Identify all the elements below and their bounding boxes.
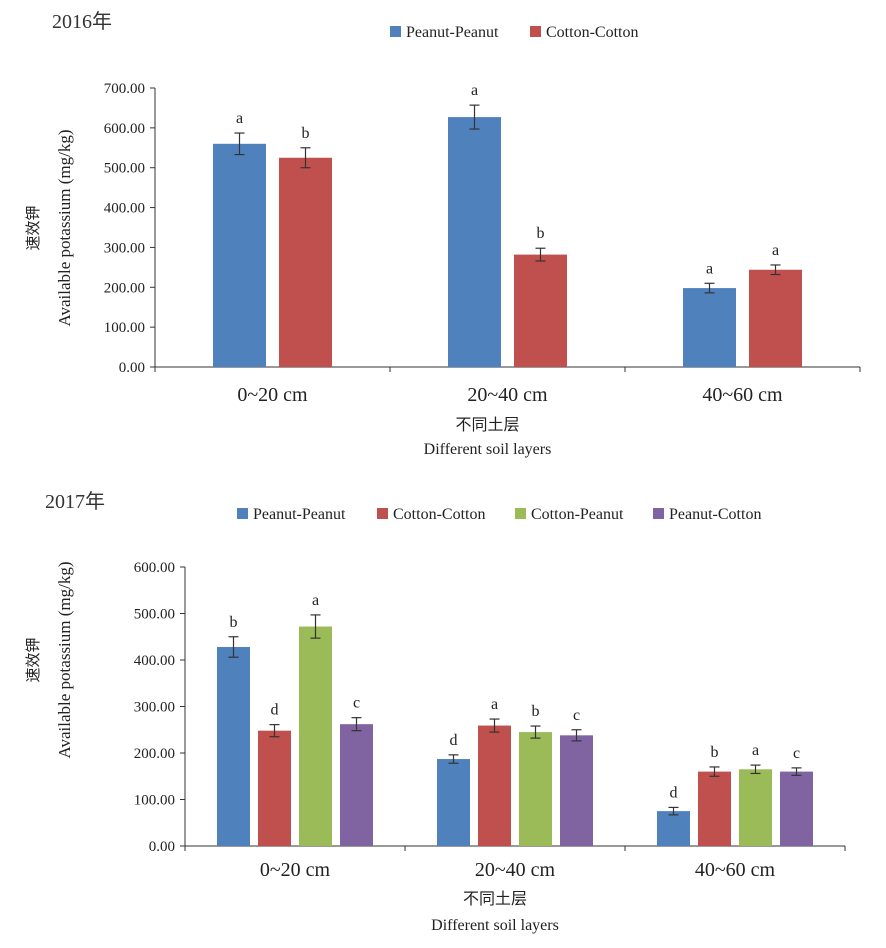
panel-1-y-tick-label-4: 400.00 <box>134 653 175 669</box>
panel-0-y-tick-label-6: 600.00 <box>104 121 145 137</box>
panel-0-y-tick-label-0: 0.00 <box>119 360 145 376</box>
panel-0-sig-letter-2-0: a <box>706 260 713 277</box>
panel-0-x-tick-label-0: 0~20 cm <box>237 384 308 406</box>
panel-1-sig-letter-0-2: a <box>312 592 319 609</box>
panel-1-legend-label-0: Peanut-Peanut <box>253 506 346 523</box>
panel-1-legend-swatch-1 <box>377 508 388 519</box>
panel-1-bar-0-0 <box>217 646 250 846</box>
panel-1-legend-label-1: Cotton-Cotton <box>393 506 485 523</box>
panel-1-x-title: Different soil layers <box>431 917 559 934</box>
panel-0-y-tick-label-4: 400.00 <box>104 201 145 217</box>
panel-0-year-label: 2016年 <box>52 10 112 33</box>
panel-0-bar-0-0 <box>213 143 266 367</box>
panel-1-year-label: 2017年 <box>45 490 105 513</box>
panel-1-sig-letter-1-2: b <box>532 703 540 720</box>
panel-1-sig-letter-1-1: a <box>491 696 498 713</box>
panel-1-x-tick-label-1: 20~40 cm <box>475 859 556 881</box>
panel-1-y-tick-label-1: 100.00 <box>134 793 175 809</box>
panel-0-legend-swatch-1 <box>530 26 541 37</box>
panel-1-bar-1-2 <box>519 732 552 846</box>
panel-1-x-tick-label-0: 0~20 cm <box>260 859 331 881</box>
panel-1-sig-letter-0-1: d <box>271 702 279 719</box>
panel-1-sig-letter-1-3: c <box>573 707 580 724</box>
panel-0-bar-0-1 <box>279 157 332 367</box>
panel-1-sig-letter-2-0: d <box>670 784 678 801</box>
panel-0-bar-2-0 <box>683 288 736 367</box>
panel-1-bar-0-3 <box>340 724 373 846</box>
panel-1-sig-letter-0-0: b <box>230 614 238 631</box>
panel-1-legend-swatch-2 <box>515 508 526 519</box>
panel-1-y-title: Available potassium (mg/kg) <box>55 561 74 758</box>
panel-0-bar-1-0 <box>448 117 501 368</box>
panel-1-bar-0-1 <box>258 730 291 846</box>
panel-1-bar-1-1 <box>478 725 511 846</box>
panel-1-bar-2-2 <box>739 769 772 846</box>
panel-1-y-title-cn: 速效钾 <box>25 637 42 682</box>
panel-0-y-tick-label-2: 200.00 <box>104 280 145 296</box>
panel-0-sig-letter-1-0: a <box>471 82 478 99</box>
panel-1-bar-0-2 <box>299 626 332 846</box>
panel-1-sig-letter-2-1: b <box>711 744 719 761</box>
panel-1-bar-2-1 <box>698 771 731 846</box>
panel-0-legend-label-0: Peanut-Peanut <box>406 24 499 41</box>
panel-0-sig-letter-0-1: b <box>302 125 310 142</box>
panel-0-bar-2-1 <box>749 269 802 367</box>
panel-1-y-tick-label-2: 200.00 <box>134 746 175 762</box>
panel-1-y-tick-label-5: 500.00 <box>134 607 175 623</box>
panel-0-sig-letter-1-1: b <box>537 225 545 242</box>
panel-1-legend-label-3: Peanut-Cotton <box>669 506 761 523</box>
panel-1-bar-2-3 <box>780 771 813 846</box>
panel-1-y-tick-label-3: 300.00 <box>134 700 175 716</box>
panel-0-sig-letter-2-1: a <box>772 242 779 259</box>
panel-0-bar-1-1 <box>514 254 567 367</box>
panel-0-y-title: Available potassium (mg/kg) <box>55 129 74 326</box>
panel-1-y-tick-label-6: 600.00 <box>134 560 175 576</box>
panel-1-sig-letter-1-0: d <box>450 732 458 749</box>
panel-1-legend-label-2: Cotton-Peanut <box>531 506 624 523</box>
panel-0-y-tick-label-3: 300.00 <box>104 240 145 256</box>
panel-0-x-tick-label-1: 20~40 cm <box>467 384 548 406</box>
panel-0-y-title-cn: 速效钾 <box>25 205 42 250</box>
panel-1-bar-1-3 <box>560 735 593 846</box>
panel-0-x-tick-label-2: 40~60 cm <box>702 384 783 406</box>
panel-0-legend-label-1: Cotton-Cotton <box>546 24 638 41</box>
panel-1-sig-letter-2-2: a <box>752 742 759 759</box>
panel-0-y-tick-label-5: 500.00 <box>104 161 145 177</box>
panel-1-bar-2-0 <box>657 811 690 846</box>
panel-0-x-title-cn: 不同土层 <box>455 416 519 434</box>
panel-0-legend-swatch-0 <box>390 26 401 37</box>
panel-1-bar-1-0 <box>437 759 470 846</box>
panel-1-legend-swatch-3 <box>653 508 664 519</box>
panel-0-y-tick-label-1: 100.00 <box>104 320 145 336</box>
panel-1-legend-swatch-0 <box>237 508 248 519</box>
panel-1-sig-letter-0-3: c <box>353 695 360 712</box>
panel-1-sig-letter-2-3: c <box>793 745 800 762</box>
panel-1-x-tick-label-2: 40~60 cm <box>695 859 776 881</box>
panel-1-y-tick-label-0: 0.00 <box>149 839 175 855</box>
panel-0-sig-letter-0-0: a <box>236 110 243 127</box>
panel-0-x-title: Different soil layers <box>424 441 552 458</box>
panel-0-y-tick-label-7: 700.00 <box>104 81 145 97</box>
panel-1-x-title-cn: 不同土层 <box>463 890 527 908</box>
